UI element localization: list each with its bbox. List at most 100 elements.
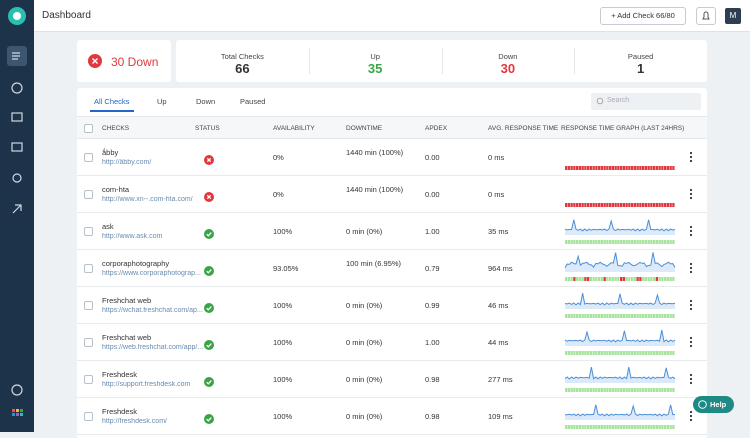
uptime-segment bbox=[642, 425, 645, 429]
uptime-segment bbox=[625, 314, 628, 318]
shape bbox=[689, 377, 693, 381]
row-menu[interactable] bbox=[688, 335, 694, 349]
nav-launch[interactable] bbox=[12, 204, 22, 214]
row-menu[interactable] bbox=[688, 261, 694, 275]
uptime-segment bbox=[573, 425, 576, 429]
row-menu[interactable] bbox=[688, 150, 694, 164]
uptime-segment bbox=[664, 314, 667, 318]
uptime-segment bbox=[628, 314, 631, 318]
uptime-segment bbox=[647, 388, 650, 392]
row-checkbox[interactable] bbox=[84, 338, 93, 347]
check-name[interactable]: Freshdesk bbox=[102, 370, 138, 379]
help-button[interactable]: Help bbox=[693, 396, 734, 413]
uptime-segment bbox=[565, 240, 568, 244]
shape bbox=[204, 377, 214, 387]
check-name[interactable]: com-hta bbox=[102, 185, 130, 194]
downtime: 1440 min (100%) bbox=[346, 148, 404, 157]
shape bbox=[206, 380, 212, 385]
row-menu[interactable] bbox=[688, 298, 694, 312]
status-icon bbox=[204, 374, 214, 387]
availability: 100% bbox=[273, 338, 293, 347]
uptime-segment bbox=[620, 314, 623, 318]
check-name[interactable]: Freshchat web bbox=[102, 296, 152, 305]
row-menu[interactable] bbox=[688, 372, 694, 386]
column-header: CHECKS bbox=[102, 125, 130, 132]
uptime-segment bbox=[592, 351, 595, 355]
shape bbox=[689, 229, 693, 233]
nav-help[interactable] bbox=[11, 384, 23, 396]
row-checkbox[interactable] bbox=[84, 301, 93, 310]
menu-dots bbox=[689, 410, 693, 422]
table-row: com-hta http://www.xn--.com-hta.com/0% 144… bbox=[77, 176, 707, 213]
tab[interactable]: Paused bbox=[240, 97, 266, 106]
uptime-segment bbox=[614, 166, 617, 170]
uptime-segment bbox=[589, 351, 593, 355]
shape bbox=[689, 340, 693, 344]
uptime-segment bbox=[584, 351, 587, 355]
down-badge[interactable]: 30 Down bbox=[77, 40, 171, 82]
help-label: Help bbox=[710, 400, 727, 409]
row-checkbox[interactable] bbox=[84, 375, 93, 384]
uptime-segment bbox=[661, 277, 664, 281]
uptime-segment bbox=[661, 351, 664, 355]
nav-alerts[interactable] bbox=[11, 142, 23, 152]
check-name[interactable]: corporaphotography bbox=[102, 259, 170, 268]
uptime-segment bbox=[636, 240, 639, 244]
add-check-button[interactable]: + Add Check 66/80 bbox=[600, 7, 686, 25]
uptime-segment bbox=[655, 166, 659, 170]
shape bbox=[204, 266, 214, 276]
uptime-segment bbox=[589, 425, 593, 429]
avg-response: 44 ms bbox=[488, 338, 509, 347]
check-name[interactable]: Freshdesk bbox=[102, 407, 138, 416]
uptime-segment bbox=[578, 240, 582, 244]
check-name[interactable]: Freshchat web bbox=[102, 333, 152, 342]
stat-divider bbox=[441, 48, 443, 74]
tab[interactable]: Up bbox=[157, 97, 167, 106]
shape bbox=[689, 196, 693, 200]
uptime-segment bbox=[653, 351, 656, 355]
uptime-segment bbox=[603, 351, 606, 355]
graph-canvas bbox=[565, 203, 675, 207]
nav-status[interactable] bbox=[11, 112, 23, 122]
row-checkbox[interactable] bbox=[84, 264, 93, 273]
nav-reports[interactable] bbox=[11, 82, 23, 94]
uptime-segment bbox=[581, 314, 584, 318]
search-box[interactable]: Search bbox=[591, 93, 701, 110]
uptime-segment bbox=[620, 203, 623, 207]
availability: 100% bbox=[273, 412, 293, 421]
uptime-segment bbox=[672, 388, 675, 392]
uptime-segment bbox=[666, 388, 670, 392]
availability: 100% bbox=[273, 375, 293, 384]
row-menu[interactable] bbox=[688, 409, 694, 423]
avatar[interactable]: M bbox=[725, 8, 741, 24]
check-name[interactable]: ǻbby bbox=[102, 148, 119, 157]
uptime-segment bbox=[636, 166, 639, 170]
shape bbox=[206, 343, 212, 348]
uptime-segment bbox=[595, 314, 598, 318]
uptime-segment bbox=[622, 388, 626, 392]
nav-apps[interactable] bbox=[12, 409, 23, 416]
uptime-segment bbox=[669, 425, 672, 429]
row-menu[interactable] bbox=[688, 187, 694, 201]
row-checkbox[interactable] bbox=[84, 227, 93, 236]
notifications-button[interactable] bbox=[696, 7, 716, 25]
tab[interactable]: Down bbox=[196, 97, 216, 106]
uptime-segment bbox=[666, 351, 670, 355]
shape bbox=[689, 151, 693, 155]
row-checkbox[interactable] bbox=[84, 190, 93, 199]
uptime-segment bbox=[636, 388, 639, 392]
row-checkbox[interactable] bbox=[84, 153, 93, 162]
tab[interactable]: All Checks bbox=[94, 97, 130, 106]
uptime-segment bbox=[617, 388, 620, 392]
check-name[interactable]: ask bbox=[102, 222, 114, 231]
row-checkbox[interactable] bbox=[84, 412, 93, 421]
uptime-segment bbox=[633, 351, 637, 355]
uptime-segment bbox=[578, 425, 582, 429]
uptime-segment bbox=[672, 425, 675, 429]
row-menu[interactable] bbox=[688, 224, 694, 238]
uptime-segment bbox=[584, 388, 587, 392]
nav-settings[interactable] bbox=[12, 173, 22, 183]
uptime-segment bbox=[589, 166, 593, 170]
shape bbox=[689, 233, 693, 237]
